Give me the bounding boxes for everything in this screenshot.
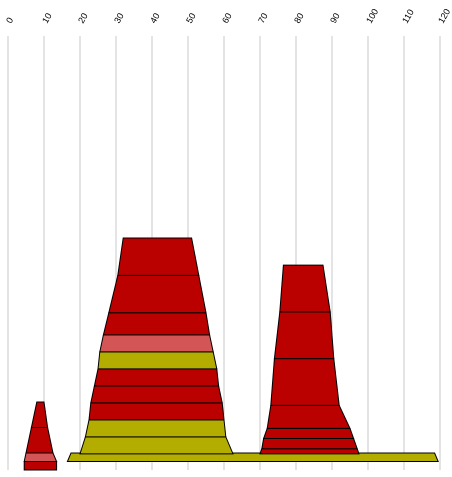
x-axis-tick-labels: 0 10 20 30 40 50 60 70 80 90 100 110 120 — [4, 7, 452, 25]
x-tick-label: 110 — [400, 8, 416, 25]
tower-3-segment-8 — [102, 312, 211, 336]
tower-3-segment-1 — [79, 436, 234, 455]
x-tick-label: 90 — [328, 11, 342, 25]
tower-3-segment-7 — [99, 334, 214, 353]
grid-lines — [7, 36, 441, 470]
x-tick-label: 20 — [76, 11, 90, 25]
tower-3-segment-6 — [97, 351, 218, 370]
x-tick-label: 80 — [292, 11, 306, 25]
x-tick-label: 50 — [184, 11, 198, 25]
x-tick-label: 100 — [364, 7, 380, 25]
tower-3-segment-10 — [117, 237, 200, 276]
x-tick-label: 60 — [220, 11, 234, 25]
x-tick-label: 30 — [112, 11, 126, 25]
tower-3-segment-9 — [108, 274, 207, 314]
tower-2-segment-2 — [30, 401, 49, 428]
tower-4-segment-2 — [262, 427, 355, 440]
tower-2-segment-0 — [23, 452, 58, 462]
x-tick-label: 70 — [256, 11, 270, 25]
tower-4-segment-1 — [261, 438, 358, 450]
tower-4-segment-5 — [273, 311, 335, 360]
x-tick-label: 10 — [40, 11, 54, 25]
tower-4-segment-0 — [259, 448, 360, 455]
tower-4-segment-3 — [266, 404, 351, 429]
tower-1-segment-0 — [66, 452, 439, 462]
tower-3-segment-5 — [93, 368, 220, 387]
tower-3-segment-2 — [84, 419, 227, 438]
tower-3-segment-3 — [88, 402, 225, 421]
x-tick-label: 0 — [4, 16, 15, 25]
tower-4-segment-4 — [270, 358, 340, 406]
tower-segments — [23, 237, 439, 471]
tower-4-segment-6 — [279, 264, 331, 313]
x-tick-label: 40 — [148, 11, 162, 25]
x-tick-label: 120 — [436, 7, 452, 25]
tower-0-segment-0 — [23, 461, 58, 471]
tower-3-segment-4 — [90, 385, 223, 404]
tower-2-segment-1 — [25, 427, 54, 454]
